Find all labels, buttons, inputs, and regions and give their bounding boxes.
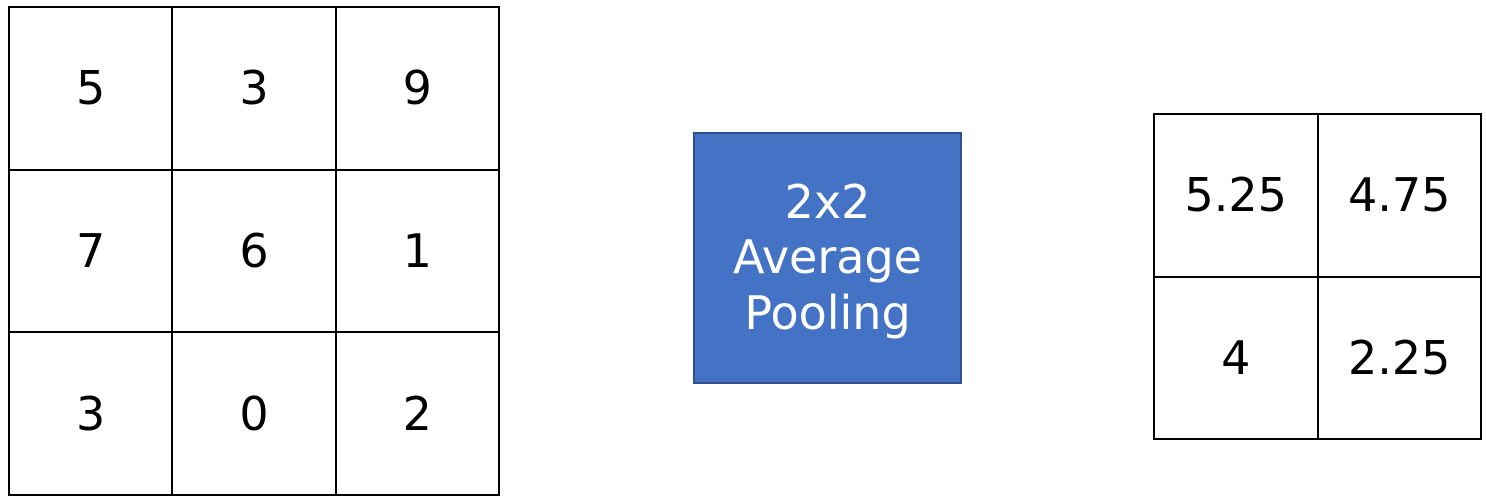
operation-line-type: Average xyxy=(733,230,922,285)
input-cell: 0 xyxy=(173,333,337,496)
input-cell: 1 xyxy=(336,170,500,334)
operation-line-name: Pooling xyxy=(744,285,911,340)
output-cell: 2.25 xyxy=(1318,277,1482,440)
pooling-operation-box: 2x2 Average Pooling xyxy=(693,132,962,384)
input-cell: 3 xyxy=(10,333,174,496)
input-cell: 6 xyxy=(173,170,337,334)
input-matrix: 5 3 9 7 6 1 3 0 2 xyxy=(8,6,500,496)
output-cell: 4 xyxy=(1155,277,1319,440)
output-cell: 5.25 xyxy=(1155,115,1319,278)
input-cell: 2 xyxy=(336,333,500,496)
input-cell: 3 xyxy=(173,8,337,171)
output-cell: 4.75 xyxy=(1318,115,1482,278)
input-cell: 9 xyxy=(336,8,500,171)
output-matrix: 5.25 4.75 4 2.25 xyxy=(1153,113,1482,440)
input-cell: 7 xyxy=(10,170,174,334)
operation-line-size: 2x2 xyxy=(784,175,871,230)
input-cell: 5 xyxy=(10,8,174,171)
